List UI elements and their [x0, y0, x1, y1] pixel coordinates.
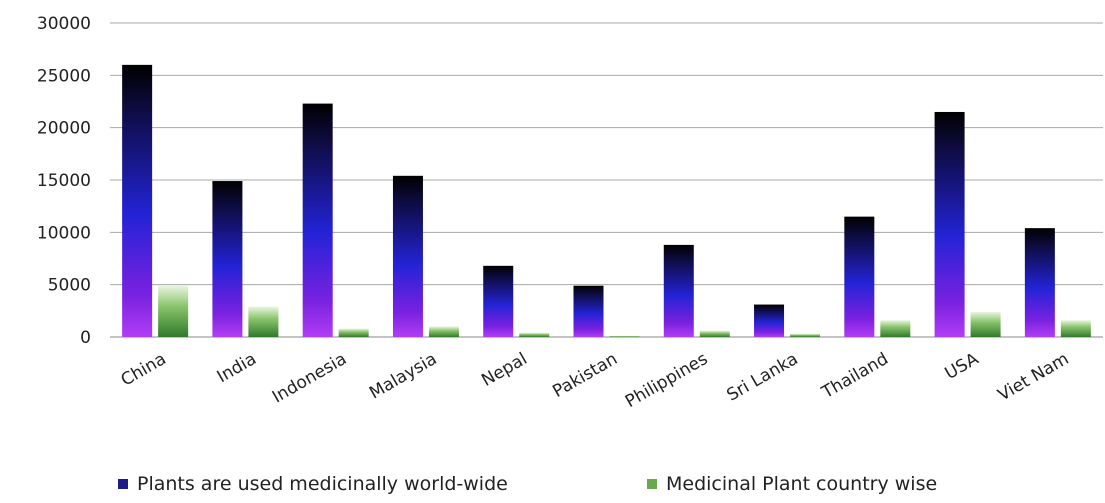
- bar-country-wise: [699, 330, 730, 337]
- bar-world-wide: [934, 111, 965, 337]
- x-category-label: Viet Nam: [995, 349, 1073, 405]
- y-tick-label: 0: [80, 328, 91, 348]
- x-category-label: Nepal: [478, 349, 531, 391]
- bar-world-wide: [573, 285, 604, 337]
- bar-world-wide: [663, 244, 694, 337]
- y-tick-label: 10000: [37, 223, 91, 243]
- x-axis-category-labels: China India Indonesia Malaysia Nepal Pakistan…: [118, 349, 1073, 412]
- bar-world-wide: [1024, 228, 1055, 337]
- bar-world-wide: [754, 304, 785, 337]
- legend-swatch-world-wide: [118, 479, 128, 489]
- bar-country-wise: [519, 332, 550, 337]
- bar-country-wise: [158, 285, 189, 337]
- bar-country-wise: [248, 306, 279, 337]
- bar-country-wise: [880, 320, 911, 337]
- y-axis-tick-labels: 0 5000 10000 15000 20000 25000 30000: [37, 14, 91, 348]
- bar-country-wise: [970, 311, 1001, 337]
- bar-world-wide: [483, 265, 514, 337]
- bar-country-wise: [790, 333, 821, 337]
- x-category-label: Sri Lanka: [724, 349, 802, 406]
- y-tick-label: 30000: [37, 14, 91, 34]
- y-tick-label: 25000: [37, 66, 91, 86]
- bar-world-wide: [122, 64, 153, 337]
- bar-country-wise: [338, 328, 369, 337]
- x-category-label: Philippines: [622, 349, 711, 412]
- x-category-label: Thailand: [818, 349, 892, 403]
- bar-world-wide: [844, 216, 875, 337]
- x-category-label: Pakistan: [549, 349, 621, 402]
- legend-item-world-wide: Plants are used medicinally world-wide: [118, 473, 508, 495]
- bar-country-wise: [428, 326, 459, 337]
- bar-country-wise: [609, 335, 640, 337]
- x-category-label: Malaysia: [366, 349, 440, 403]
- x-category-label: USA: [942, 349, 983, 384]
- y-tick-label: 20000: [37, 119, 91, 139]
- legend-label-country-wise: Medicinal Plant country wise: [666, 473, 938, 495]
- x-category-label: China: [118, 349, 170, 391]
- legend-swatch-country-wise: [647, 479, 657, 489]
- bar-world-wide: [212, 181, 243, 337]
- x-category-label: Indonesia: [269, 349, 350, 407]
- legend: Plants are used medicinally world-wide M…: [0, 473, 1105, 501]
- legend-item-country-wise: Medicinal Plant country wise: [647, 473, 937, 495]
- bar-country-wise: [1060, 320, 1091, 337]
- bar-world-wide: [302, 103, 333, 338]
- y-tick-label: 15000: [37, 171, 91, 191]
- bar-world-wide: [392, 175, 423, 337]
- legend-label-world-wide: Plants are used medicinally world-wide: [137, 473, 508, 495]
- y-tick-label: 5000: [48, 276, 91, 296]
- gridlines: [110, 22, 1103, 338]
- bars: [122, 64, 1091, 338]
- x-category-label: India: [214, 349, 260, 387]
